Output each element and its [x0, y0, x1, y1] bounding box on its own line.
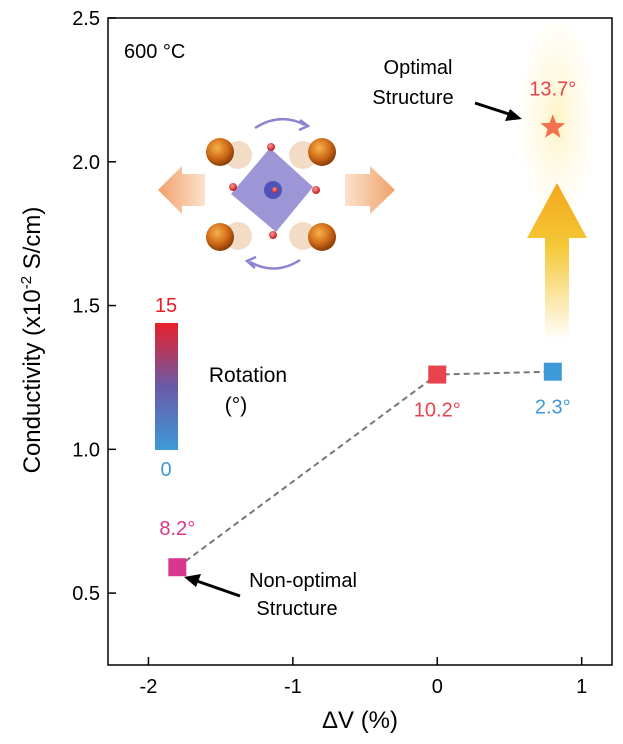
colorbar-unit: (°) [225, 394, 247, 417]
colorbar-label: Rotation [209, 364, 287, 387]
y-tick-label: 1.5 [72, 296, 100, 318]
y-axis-label-sup: -2 [18, 276, 35, 289]
data-label: 2.3° [535, 397, 571, 419]
annotation: Non-optimal [249, 570, 357, 592]
y-axis-label-end: S/cm) [19, 207, 46, 276]
y-axis-label: Conductivity (x10-2 S/cm) [18, 207, 46, 474]
data-point [168, 558, 186, 576]
structure-illustration [158, 119, 395, 268]
y-tick-label: 2.5 [72, 8, 100, 30]
data-point [428, 366, 446, 384]
data-label: 8.2° [159, 518, 195, 540]
colorbar-tick: 0 [160, 459, 171, 481]
colorbar-tick: 15 [155, 295, 177, 317]
annotation: 600 °C [124, 41, 185, 63]
data-label: 13.7° [529, 78, 576, 100]
y-tick-label: 2.0 [72, 152, 100, 174]
x-tick-label: -2 [140, 676, 158, 698]
data-label: 10.2° [414, 400, 461, 422]
data-point [544, 363, 562, 381]
x-tick-label: 0 [432, 676, 443, 698]
x-axis-label: ΔV (%) [322, 707, 398, 734]
colorbar [155, 323, 178, 450]
annotation: Structure [256, 598, 337, 620]
annotation: Optimal [384, 57, 453, 79]
x-tick-label: 1 [576, 676, 587, 698]
yellow-arrow [527, 183, 587, 340]
x-tick-label: -1 [284, 676, 302, 698]
annotation: Structure [372, 87, 453, 109]
chart: 15 0 Rotation (°) 600 °C Optimal Structu… [0, 0, 623, 739]
y-tick-label: 0.5 [72, 583, 100, 605]
y-axis-label-main: Conductivity (x10 [19, 289, 46, 473]
y-tick-label: 1.0 [72, 439, 100, 461]
